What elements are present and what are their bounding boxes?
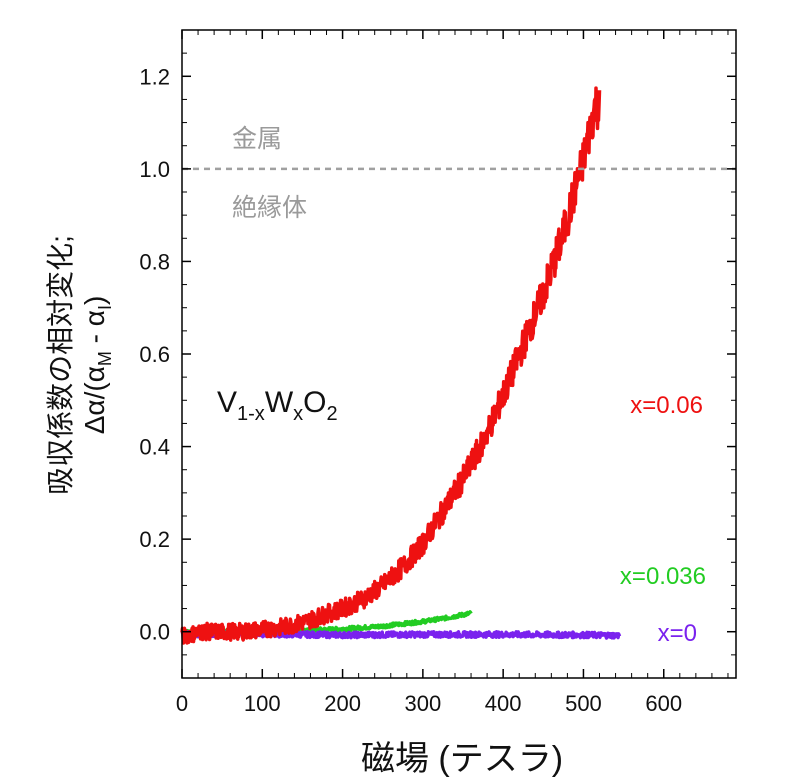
- x-axis-label: 磁場 (テスラ): [361, 740, 563, 778]
- formula-sub3: 2: [326, 403, 337, 425]
- formula-base: V: [217, 386, 237, 419]
- formula-label: V1-xWxO2: [217, 386, 338, 425]
- ylabel-sub-m: M: [95, 351, 115, 366]
- y-tick-label: 0.8: [139, 249, 170, 274]
- x-tick-label: 300: [405, 691, 442, 716]
- y-tick-label: 0.6: [139, 342, 170, 367]
- ylabel-part2: - α: [79, 310, 110, 351]
- y-axis-label-line2: Δα/(αM - αI): [79, 296, 115, 435]
- x-tick-label: 0: [176, 691, 188, 716]
- x-tick-label: 600: [645, 691, 682, 716]
- series-layer: [180, 86, 622, 645]
- x-tick-label: 500: [565, 691, 602, 716]
- y-tick-label: 1.2: [139, 64, 170, 89]
- x-tick-label: 200: [324, 691, 361, 716]
- series-line-0: [180, 86, 602, 645]
- ylabel-sub-i: I: [95, 305, 115, 310]
- formula-o: O: [303, 386, 326, 419]
- y-tick-label: 0.4: [139, 435, 170, 460]
- ylabel-part3: ): [79, 296, 110, 305]
- y-tick-label: 0.2: [139, 527, 170, 552]
- y-tick-label: 1.0: [139, 157, 170, 182]
- formula-w: W: [265, 386, 294, 419]
- x-tick-label: 100: [244, 691, 281, 716]
- series-label-x006: x=0.06: [630, 392, 703, 419]
- metal-annotation: 金属: [232, 125, 282, 153]
- x-tick-label: 400: [485, 691, 522, 716]
- ylabel-part1: Δα/(α: [79, 366, 110, 434]
- formula-sub1: 1-x: [237, 403, 265, 425]
- y-tick-label: 0.0: [139, 620, 170, 645]
- series-label-x0: x=0: [658, 620, 697, 647]
- series-label-x0036: x=0.036: [620, 563, 706, 590]
- y-axis-label: 吸収係数の相対変化; Δα/(αM - αI): [45, 235, 115, 495]
- insulator-annotation: 絶縁体: [232, 194, 307, 222]
- y-axis-label-line1: 吸収係数の相対変化;: [45, 235, 76, 495]
- formula-sub2: x: [293, 403, 303, 425]
- ticks-layer: 0 100 200 300 400 500 600 0.0 0.2 0.4 0.6 0.8 1.0 1.2: [139, 29, 736, 716]
